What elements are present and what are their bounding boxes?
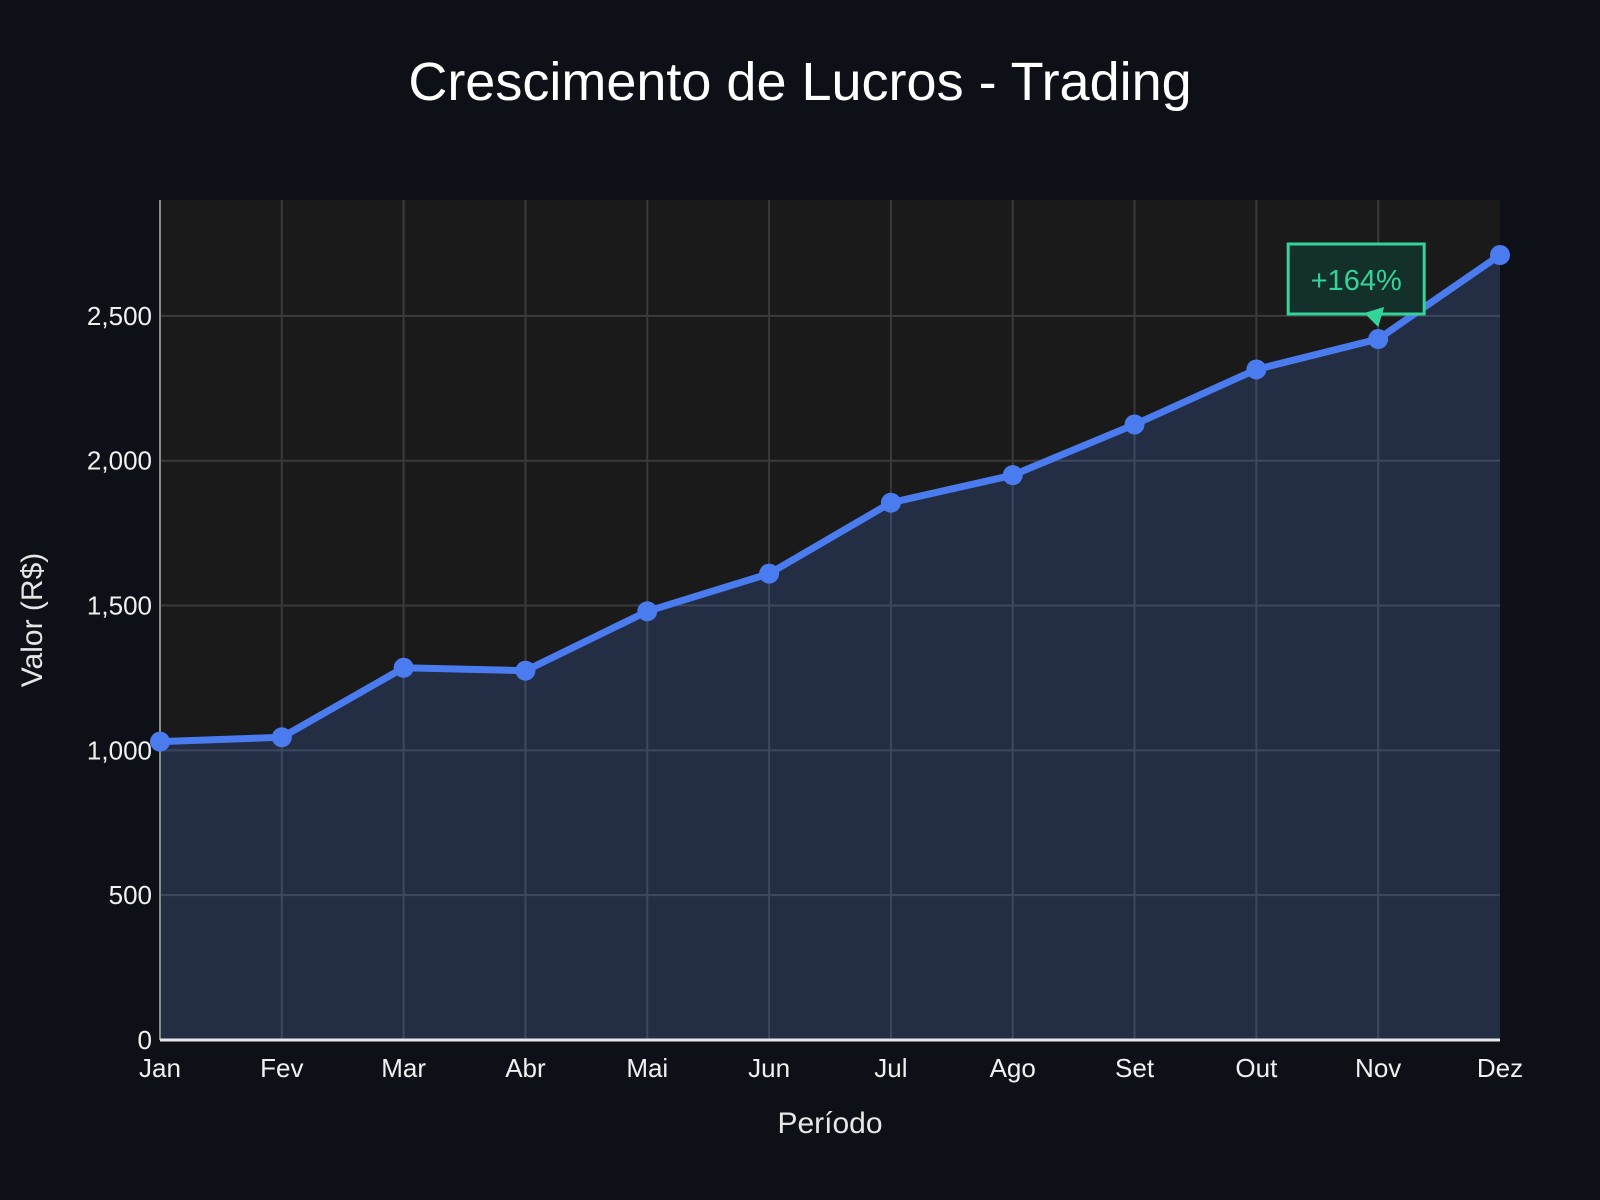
annotation-box (1286, 242, 1426, 316)
data-point (271, 727, 292, 748)
data-point (637, 601, 658, 622)
series-layer (150, 245, 1510, 752)
y-tick-label: 1,500 (87, 591, 152, 621)
plot-area (160, 200, 1500, 1040)
y-axis-title: Valor (R$) (16, 553, 49, 687)
series-line (156, 251, 1504, 746)
data-point (393, 657, 414, 678)
y-tick-label: 1,000 (87, 735, 152, 765)
x-tick-label: Jul (874, 1053, 907, 1083)
x-axis-title: Período (777, 1107, 882, 1140)
data-point (880, 492, 901, 513)
x-tick-label: Fev (260, 1053, 303, 1083)
x-tick-label: Out (1235, 1053, 1278, 1083)
chart-title: Crescimento de Lucros - Trading (408, 52, 1191, 112)
y-tick-label: 2,500 (87, 301, 152, 331)
x-tick-label: Set (1115, 1053, 1155, 1083)
x-tick-label: Jun (748, 1053, 790, 1083)
x-tick-label: Ago (990, 1053, 1036, 1083)
y-tick-label: 2,000 (87, 446, 152, 476)
x-tick-label: Mar (381, 1053, 426, 1083)
data-point (150, 731, 170, 752)
data-point (1246, 359, 1267, 380)
data-point (515, 660, 536, 681)
x-tick-label: Jan (139, 1053, 181, 1083)
y-tick-label: 500 (109, 880, 152, 910)
data-point (1124, 414, 1145, 435)
tick-labels: 0 500 1,000 1,500 2,000 2,500 Jan Fev Mar Abr Mai J… (87, 301, 1523, 1083)
data-point (1002, 465, 1023, 486)
data-point (759, 563, 780, 584)
axes (159, 200, 1500, 1042)
data-point (1490, 245, 1510, 266)
annotation-text: +164% (1311, 265, 1402, 297)
annotation-arrow-head (1364, 307, 1385, 328)
x-tick-label: Nov (1355, 1053, 1401, 1083)
x-tick-label: Abr (505, 1053, 546, 1083)
area-fill (160, 255, 1500, 1040)
y-tick-label: 0 (138, 1025, 152, 1055)
x-tick-label: Mai (626, 1053, 668, 1083)
x-tick-label: Dez (1477, 1053, 1523, 1083)
data-point (1368, 329, 1389, 350)
area-fill-layer (160, 255, 1500, 1040)
annotation: +164% (1286, 242, 1426, 328)
grid (160, 200, 1500, 1040)
